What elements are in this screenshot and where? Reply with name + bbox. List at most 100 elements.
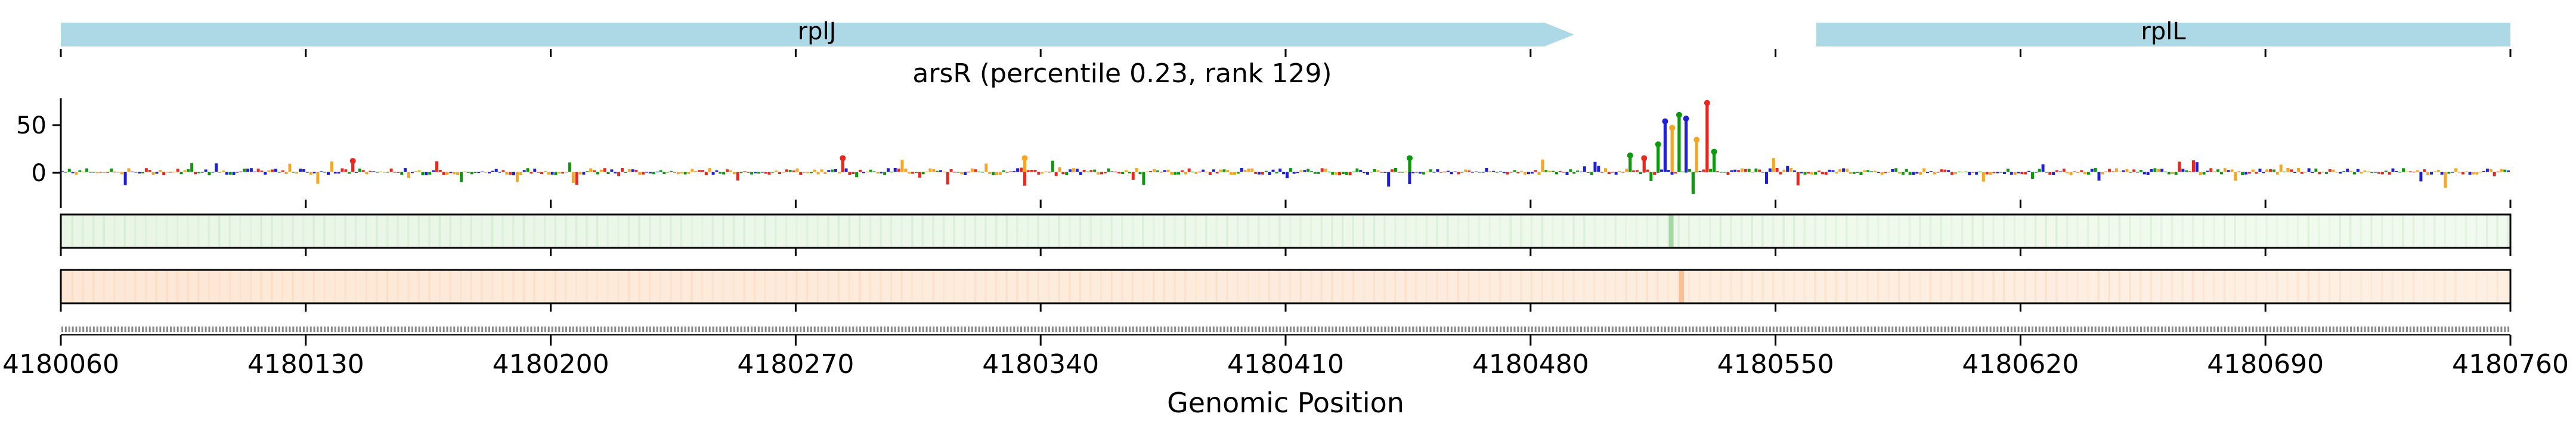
sequence-glyph [733,327,735,332]
logo-mark [1467,170,1471,172]
sequence-glyph [971,327,973,332]
logo-mark [1306,169,1310,172]
sequence-glyph [219,327,221,332]
logo-mark [2419,172,2423,182]
logo-mark [1818,170,1821,172]
sequence-glyph [1930,327,1932,332]
heat-track-1-stripe [2066,214,2069,248]
logo-mark [2318,172,2321,175]
logo-mark [550,172,554,175]
heat-track-2-stripe [691,270,693,303]
logo-mark [1292,172,1296,174]
logo-mark [267,170,271,172]
sequence-glyph [1412,327,1414,332]
heat-track-1-stripe [1772,214,1775,248]
logo-mark [617,172,621,176]
sequence-glyph [2038,327,2041,332]
logo-peak-12 [841,158,844,172]
logo-peak-9 [1628,155,1632,172]
sequence-glyph [261,327,263,332]
heat-track-1-stripe [2160,214,2163,248]
sequence-glyph [407,327,410,332]
logo-mark [1614,172,1618,175]
logo-mark [110,168,113,172]
logo-mark [85,168,89,172]
logo-mark [2482,170,2486,172]
sequence-glyph [1776,327,1778,332]
sequence-glyph [366,327,368,332]
heat-track-1-stripe [2475,214,2478,248]
sequence-glyph [383,327,385,332]
sequence-glyph [1748,327,1750,332]
sequence-glyph [1828,327,1831,332]
heat-track-1-stripe [1226,214,1228,248]
heat-track-1-stripe [218,214,221,248]
sequence-glyph [936,327,939,332]
logo-mark [708,168,711,172]
logo-mark [848,172,852,175]
heat-track-2-stripe [1981,270,1984,303]
logo-mark [281,170,284,172]
logo-mark [1565,172,1569,175]
heat-track-2-stripe [460,270,462,303]
heat-track-1-stripe [123,214,126,248]
heat-track-2-stripe [2391,270,2394,303]
logo-mark [2440,172,2444,175]
logo-mark [1925,172,1929,173]
heat-track-2-stripe [323,270,326,303]
heat-track-1-stripe [627,214,630,248]
heat-track-1-stripe [1824,214,1827,248]
logo-mark [1415,172,1419,173]
logo-mark [1590,172,1593,175]
heat-track-2-stripe [1919,270,1921,303]
logo-mark [194,172,197,175]
logo-peak-cap-11 [1021,155,1028,161]
logo-mark [2408,171,2412,172]
sequence-glyph [688,327,690,332]
sequence-glyph [834,327,837,332]
sequence-glyph [1181,327,1183,332]
sequence-glyph [680,327,683,332]
logo-mark [2055,170,2059,172]
logo-mark [358,168,361,172]
x-tick-label-5: 4180410 [1227,349,1344,380]
sequence-glyph [1692,327,1694,332]
sequence-glyph [324,327,326,332]
sequence-glyph [1912,327,1915,332]
logo-mark [1764,172,1768,184]
sequence-glyph [1293,327,1295,332]
sequence-glyph [862,327,865,332]
sequence-track: 4180060 4180130 4180200 4180270 4180340 41804… [2,327,2569,380]
heat-track-2-stripe [2160,270,2163,303]
logo-mark [410,172,414,173]
logo-mark [831,169,834,172]
sequence-glyph [558,327,561,332]
logo-mark [1419,172,1422,174]
heat-track-2-stripe [1037,270,1039,303]
logo-mark [246,168,250,172]
heat-track-2-stripe [491,270,494,303]
sequence-glyph [2395,327,2398,332]
sequence-glyph [334,327,336,332]
logo-mark [533,168,537,172]
sequence-glyph [506,327,508,332]
sequence-glyph [485,327,487,332]
logo-mark [1383,172,1387,173]
heat-track-1-stripe [1131,214,1134,248]
heat-track-2-stripe [239,270,242,303]
heat-track-1-stripe [344,214,346,248]
heat-track-1-stripe [753,214,756,248]
heat-track-1-ticks [60,248,2512,256]
heat-track-1-stripe [1488,214,1491,248]
logo-peak-6 [1695,139,1698,172]
logo-mark [2388,172,2391,175]
logo-mark [1163,170,1166,172]
logo-mark [1541,159,1544,172]
sequence-glyph [877,327,879,332]
logo-mark [862,172,865,173]
sequence-glyph [974,327,977,332]
sequence-glyph [646,327,648,332]
logo-mark [2447,172,2451,174]
sequence-glyph [1083,327,1085,332]
sequence-glyph [1366,327,1368,332]
